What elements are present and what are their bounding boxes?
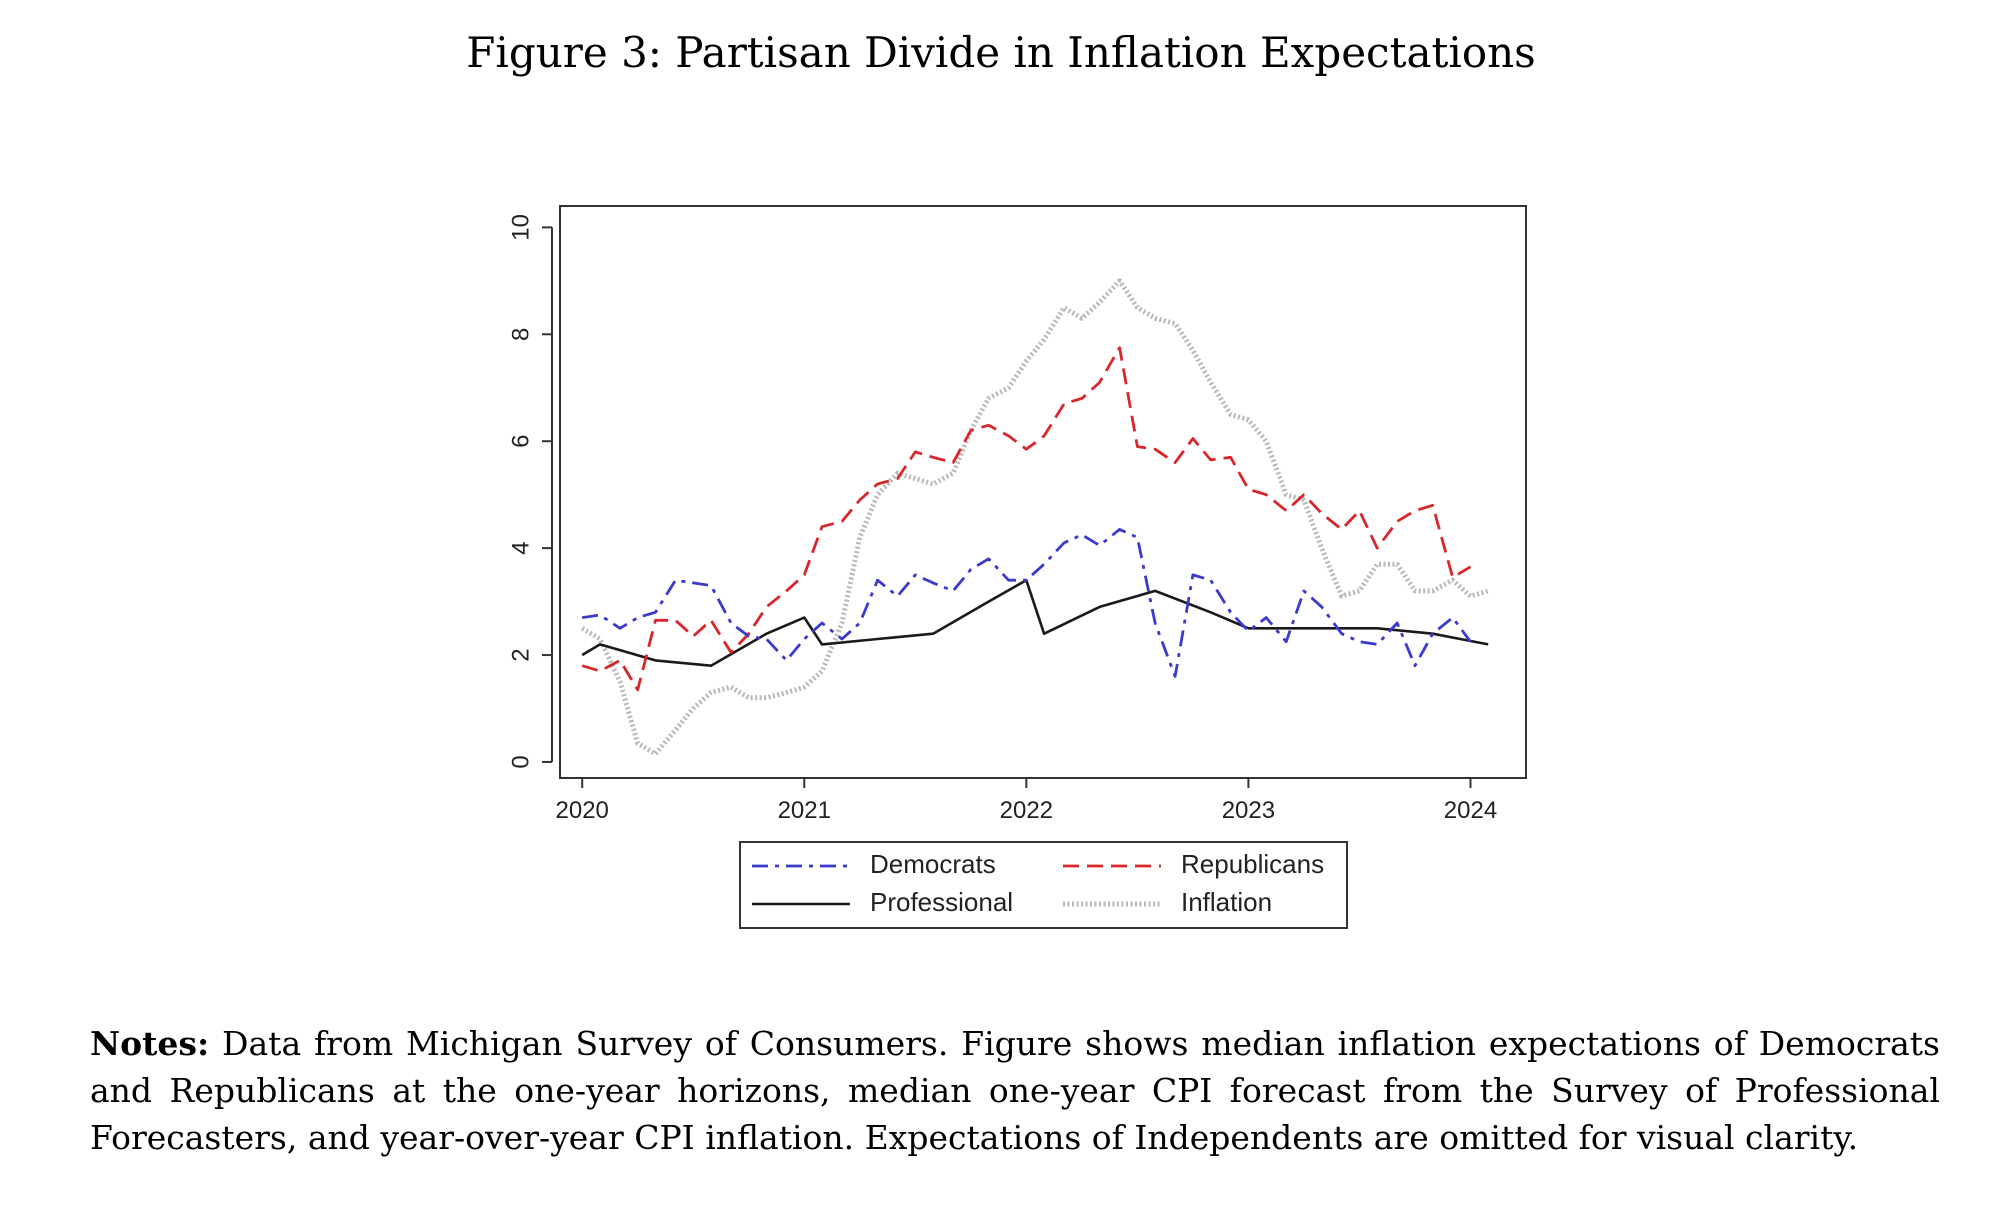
notes-text: Data from Michigan Survey of Consumers. …	[90, 1024, 1940, 1157]
legend-label-democrats: Democrats	[870, 849, 996, 879]
series-line-inflation	[580, 278, 1489, 757]
x-tick-label: 2020	[556, 797, 609, 824]
legend: Democrats Republicans Professional Inflatio…	[739, 841, 1348, 929]
y-tick-label: 8	[507, 328, 534, 341]
x-tick-label: 2022	[1000, 797, 1053, 824]
y-tick-label: 6	[507, 435, 534, 448]
notes-label: Notes:	[90, 1024, 210, 1063]
series-line-republicans	[581, 346, 1472, 692]
y-tick-label: 0	[507, 755, 534, 768]
y-tick-label: 4	[507, 541, 534, 554]
legend-label-inflation: Inflation	[1181, 887, 1272, 917]
figure-notes: Notes: Data from Michigan Survey of Cons…	[90, 1020, 1940, 1161]
plot-frame	[559, 205, 1527, 779]
y-tick-label: 10	[507, 214, 534, 241]
x-tick-label: 2023	[1222, 797, 1275, 824]
legend-box	[739, 841, 1348, 929]
legend-label-professional: Professional	[870, 887, 1013, 917]
x-axis: 2020 2021 2022 2023 2024	[556, 778, 1497, 824]
series-line-professional	[581, 578, 1489, 667]
x-tick-label: 2024	[1444, 797, 1497, 824]
figure-title: Figure 3: Partisan Divide in Inflation E…	[466, 28, 1536, 77]
legend-label-republicans: Republicans	[1181, 849, 1324, 879]
y-tick-label: 2	[507, 648, 534, 661]
y-axis: 0 2 4 6 8 10	[507, 214, 553, 769]
x-tick-label: 2021	[778, 797, 831, 824]
series-line-democrats	[581, 528, 1472, 678]
series-layer	[580, 278, 1489, 757]
